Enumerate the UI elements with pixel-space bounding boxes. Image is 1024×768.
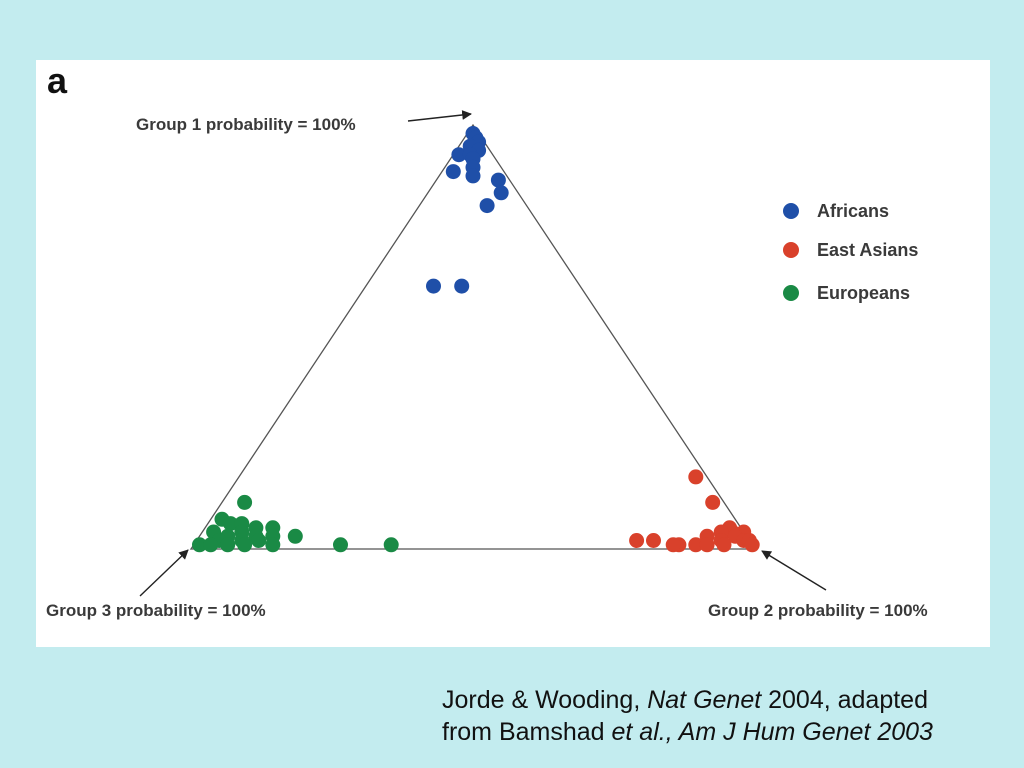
point-east-asians-16 (629, 533, 645, 548)
arrow-group2 (761, 550, 827, 591)
point-east-asians-12 (688, 537, 704, 553)
point-africans-5 (451, 147, 467, 163)
point-africans-9 (445, 164, 461, 180)
point-africans-10 (465, 168, 481, 184)
ternary-plot: Group 1 probability = 100% Group 3 proba… (46, 110, 928, 620)
point-east-asians-14 (716, 537, 732, 553)
arrow-group3 (139, 549, 189, 597)
citation-line-1: Jorde & Wooding, Nat Genet 2004, adapted (442, 684, 933, 716)
citation-source: et al., Am J Hum Genet 2003 (611, 718, 933, 746)
citation-line-2: from Bamshad et al., Am J Hum Genet 2003 (442, 716, 933, 748)
legend-label-europeans: Europeans (817, 283, 910, 303)
point-europeans-19 (265, 537, 281, 553)
point-east-asians-0 (688, 469, 704, 485)
legend-marker-africans (783, 203, 799, 219)
point-europeans-20 (333, 537, 348, 553)
point-africans-12 (493, 185, 509, 201)
point-europeans-15 (192, 537, 207, 553)
citation-journal: Nat Genet (647, 686, 762, 714)
figure-panel: Group 1 probability = 100% Group 3 proba… (36, 60, 990, 647)
point-europeans-11 (287, 528, 303, 544)
legend-marker-europeans (783, 285, 799, 301)
vertex-label-group2: Group 2 probability = 100% (708, 601, 928, 620)
point-east-asians-18 (665, 537, 681, 553)
point-east-asians-13 (699, 537, 715, 553)
point-europeans-21 (383, 537, 399, 553)
citation-authors: Jorde & Wooding, (442, 686, 648, 714)
point-africans-15 (454, 278, 470, 294)
point-europeans-14 (251, 533, 267, 548)
point-africans-13 (479, 198, 495, 214)
point-africans-11 (490, 172, 506, 188)
ternary-triangle (189, 123, 757, 550)
point-europeans-16 (203, 537, 219, 553)
legend-marker-east-asians (783, 242, 799, 258)
point-east-asians-1 (705, 494, 721, 510)
citation-source-prefix: from Bamshad (442, 718, 612, 746)
panel-label: a (47, 60, 68, 101)
point-europeans-0 (237, 494, 253, 510)
data-points (192, 126, 760, 553)
arrow-group1 (407, 110, 472, 122)
point-europeans-17 (220, 537, 236, 553)
point-europeans-18 (237, 537, 253, 553)
point-europeans-2 (223, 516, 238, 532)
point-east-asians-15 (744, 537, 760, 553)
legend-label-east-asians: East Asians (817, 240, 918, 260)
vertex-label-group3: Group 3 probability = 100% (46, 601, 266, 620)
vertex-label-group1: Group 1 probability = 100% (136, 115, 356, 134)
legend: Africans East Asians Europeans (783, 201, 918, 303)
legend-label-africans: Africans (817, 201, 889, 221)
citation-year: 2004, adapted (761, 686, 928, 714)
point-africans-14 (426, 278, 441, 294)
point-east-asians-17 (646, 533, 661, 548)
citation: Jorde & Wooding, Nat Genet 2004, adapted… (442, 684, 933, 748)
